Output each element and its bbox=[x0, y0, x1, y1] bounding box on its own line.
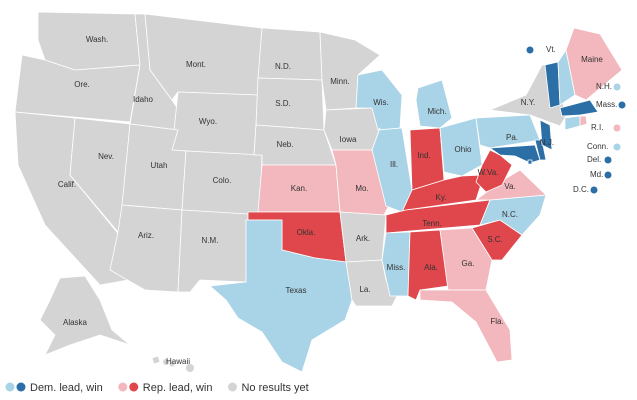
state-label: S.C. bbox=[487, 235, 503, 244]
island bbox=[186, 364, 194, 372]
state-label: N.C. bbox=[502, 210, 518, 219]
state-label: Miss. bbox=[387, 263, 406, 272]
state bbox=[144, 13, 263, 101]
state bbox=[151, 355, 161, 365]
state-label: Pa. bbox=[506, 133, 518, 142]
state-label: Tenn. bbox=[422, 219, 442, 228]
state-label: Utah bbox=[151, 161, 168, 170]
state-label: N.Y. bbox=[521, 98, 536, 107]
state-label: Mo. bbox=[355, 184, 368, 193]
state bbox=[419, 289, 513, 363]
state-label: N.H. bbox=[596, 82, 612, 91]
state-dot bbox=[604, 156, 612, 164]
state-label: Idaho bbox=[133, 95, 154, 104]
state bbox=[527, 159, 533, 165]
state-label: Wyo. bbox=[199, 117, 217, 126]
legend-swatch bbox=[16, 382, 26, 392]
legend-label: Rep. lead, win bbox=[143, 382, 213, 394]
state-label: W.Va. bbox=[478, 168, 499, 177]
state bbox=[565, 27, 623, 101]
state-label: Wash. bbox=[86, 35, 108, 44]
state-dot bbox=[613, 83, 621, 91]
state-label: Del. bbox=[587, 155, 601, 164]
state-label: Nev. bbox=[98, 152, 114, 161]
legend-swatch bbox=[129, 382, 139, 392]
state-label: Ore. bbox=[74, 80, 90, 89]
state-label: Ark. bbox=[356, 234, 370, 243]
state-labels: Wash. Ore. Calif. Nev. Idaho Mont. Wyo. Utah Ari… bbox=[58, 35, 626, 366]
state-label: La. bbox=[359, 285, 370, 294]
legend: Dem. lead, win Rep. lead, win No results y… bbox=[5, 382, 309, 394]
state bbox=[177, 209, 249, 293]
state-label: Maine bbox=[581, 55, 603, 64]
state-label: N.M. bbox=[202, 236, 219, 245]
state-label: Texas bbox=[286, 286, 307, 295]
state bbox=[39, 275, 131, 356]
state-label: Ill. bbox=[390, 160, 398, 169]
state-label: Calif. bbox=[58, 180, 76, 189]
state-dot bbox=[604, 171, 612, 179]
state bbox=[381, 231, 411, 297]
legend-label: Dem. lead, win bbox=[30, 382, 103, 394]
state-label: Colo. bbox=[213, 176, 232, 185]
legend-label: No results yet bbox=[241, 382, 308, 394]
state-label: Minn. bbox=[330, 77, 350, 86]
state-label: Mich. bbox=[427, 107, 446, 116]
state-label: Okla. bbox=[297, 228, 316, 237]
state-label: Alaska bbox=[63, 318, 88, 327]
state bbox=[439, 227, 493, 291]
state-label: Mass. bbox=[596, 100, 617, 109]
state-dot bbox=[590, 186, 598, 194]
state bbox=[559, 99, 599, 117]
legend-swatch bbox=[118, 382, 128, 392]
state-label: Ga. bbox=[462, 259, 475, 268]
legend-swatch bbox=[5, 382, 15, 392]
state bbox=[439, 117, 483, 177]
state-label: Va. bbox=[504, 182, 515, 191]
state bbox=[371, 127, 413, 213]
state-label: Iowa bbox=[340, 135, 357, 144]
state-label: Ohio bbox=[455, 145, 472, 154]
state-dot bbox=[613, 124, 621, 132]
state bbox=[579, 115, 588, 127]
state-label: Kan. bbox=[291, 184, 307, 193]
state bbox=[209, 219, 353, 373]
legend-swatch bbox=[227, 382, 237, 392]
state-label: Neb. bbox=[277, 140, 294, 149]
state-label: R.I. bbox=[591, 123, 603, 132]
state-label: Wis. bbox=[373, 98, 389, 107]
state-dot bbox=[526, 46, 534, 54]
state-label: Ariz. bbox=[138, 231, 154, 240]
state-label: Mont. bbox=[186, 60, 206, 69]
state bbox=[475, 114, 541, 149]
state-label: N.D. bbox=[275, 62, 291, 71]
state-label: Ky. bbox=[436, 193, 447, 202]
state bbox=[475, 149, 513, 193]
state-label: Conn. bbox=[587, 142, 608, 151]
state bbox=[415, 79, 453, 129]
state-label: Fla. bbox=[490, 317, 503, 326]
state-label: Hawaii bbox=[166, 357, 190, 366]
state bbox=[257, 27, 323, 81]
island bbox=[169, 361, 175, 367]
state-dot bbox=[618, 101, 626, 109]
state-label: N.J. bbox=[540, 138, 554, 147]
state bbox=[539, 119, 553, 151]
island bbox=[163, 359, 169, 365]
state-label: D.C. bbox=[573, 185, 589, 194]
state bbox=[564, 115, 581, 131]
state-label: Md. bbox=[590, 170, 603, 179]
state-dot bbox=[613, 143, 621, 151]
state-label: Vt. bbox=[546, 45, 556, 54]
state-label: Ind. bbox=[417, 151, 430, 160]
state bbox=[534, 139, 547, 161]
state-label: Ala. bbox=[424, 263, 438, 272]
state bbox=[253, 124, 337, 166]
state-label: S.D. bbox=[275, 99, 291, 108]
states bbox=[14, 11, 623, 373]
